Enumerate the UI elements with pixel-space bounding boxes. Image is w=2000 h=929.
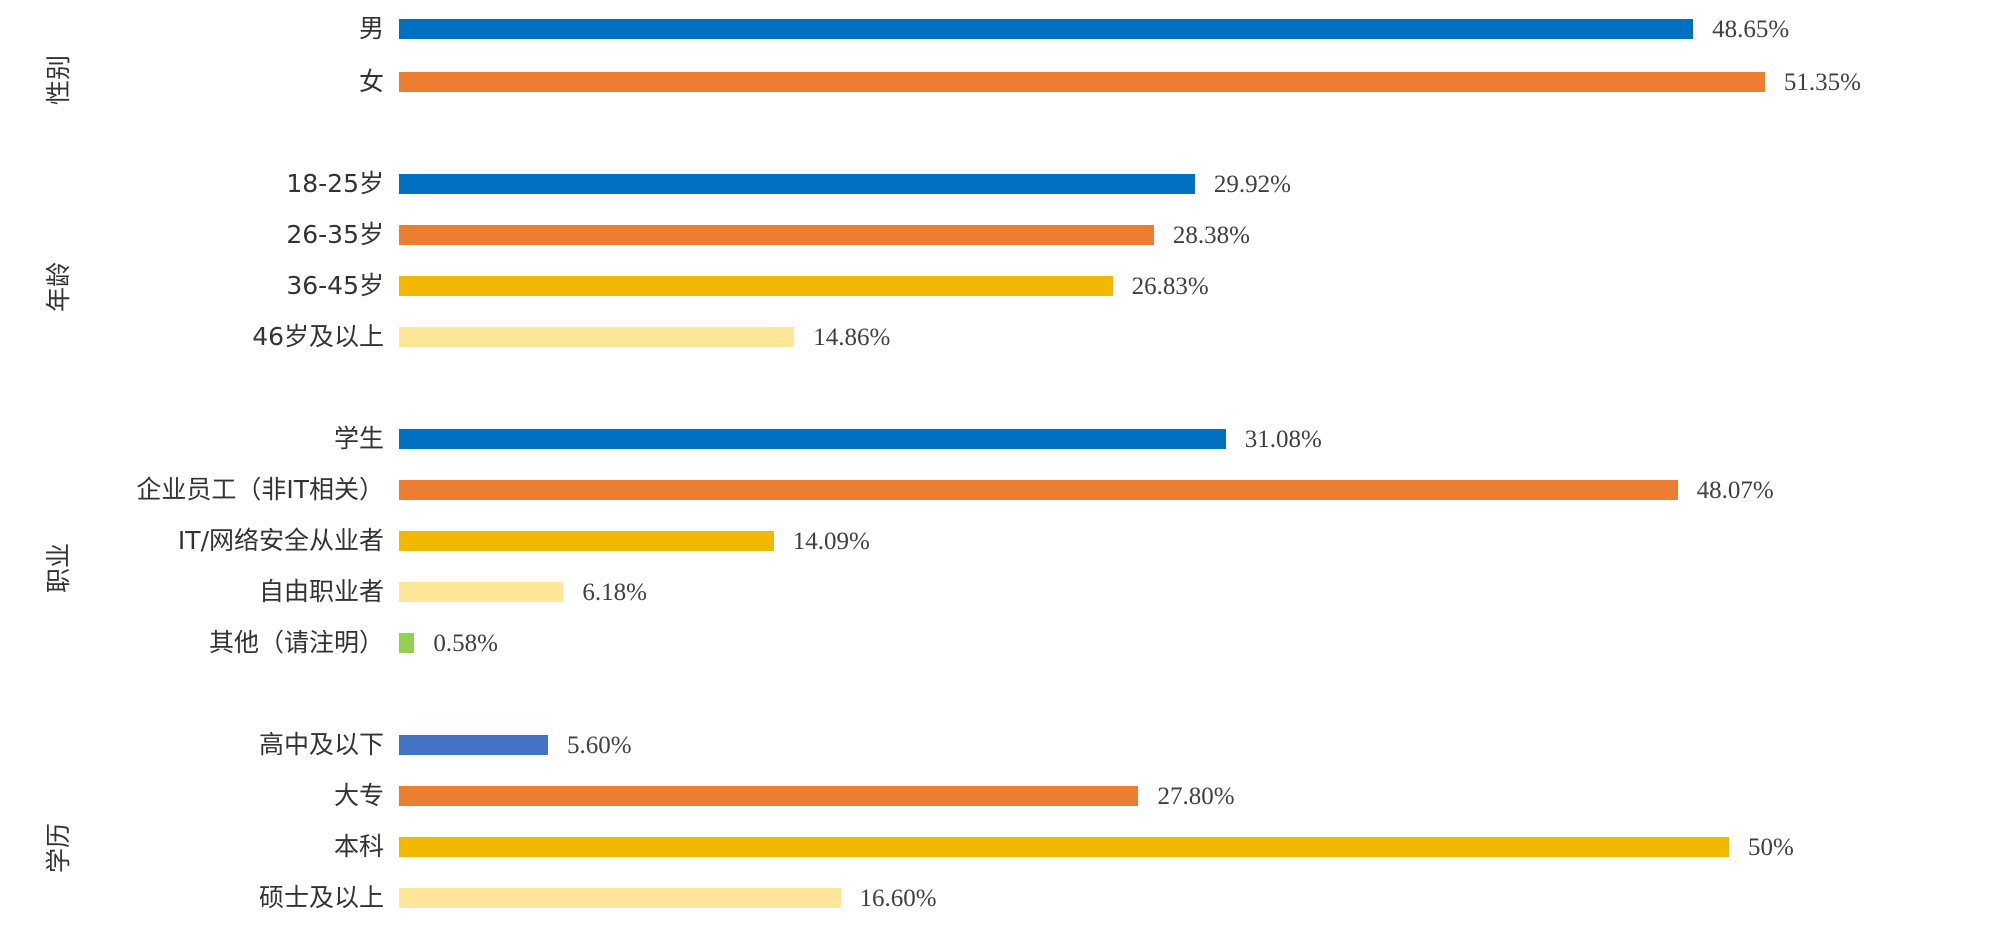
category-label: 女 xyxy=(358,67,384,96)
category-label: 本科 xyxy=(333,832,384,861)
bar xyxy=(399,837,1729,857)
data-label: 5.60% xyxy=(566,732,632,759)
data-label: 14.86% xyxy=(813,324,891,351)
category-label: 男 xyxy=(358,14,384,43)
category-label: 36-45岁 xyxy=(286,271,384,300)
group-label-occupation: 职业 xyxy=(44,542,73,594)
data-label: 0.58% xyxy=(433,630,498,657)
bar xyxy=(399,429,1226,449)
bar xyxy=(399,735,548,755)
bar xyxy=(399,633,415,653)
data-label: 48.65% xyxy=(1712,16,1790,43)
data-label: 14.09% xyxy=(792,528,870,555)
bar xyxy=(399,786,1139,806)
category-label: 自由职业者 xyxy=(258,577,384,606)
data-label: 48.07% xyxy=(1696,477,1774,504)
category-label: IT/网络安全从业者 xyxy=(177,526,384,555)
group-label-age: 年龄 xyxy=(44,261,73,313)
data-label: 16.60% xyxy=(859,885,937,912)
category-label: 学生 xyxy=(333,424,384,453)
bar xyxy=(399,327,795,347)
bar xyxy=(399,72,1765,92)
bar xyxy=(399,531,774,551)
category-label: 其他（请注明） xyxy=(208,628,384,657)
data-label: 29.92% xyxy=(1213,171,1291,198)
data-label: 51.35% xyxy=(1783,69,1861,96)
data-label: 26.83% xyxy=(1131,273,1209,300)
bar xyxy=(399,480,1678,500)
category-label: 硕士及以上 xyxy=(258,883,384,912)
bar xyxy=(399,19,1694,39)
data-label: 6.18% xyxy=(582,579,647,606)
group-label-gender: 性别 xyxy=(44,54,73,106)
category-label: 18-25岁 xyxy=(286,169,384,198)
bar xyxy=(399,582,564,602)
bar xyxy=(399,225,1154,245)
category-label: 大专 xyxy=(333,781,384,810)
data-label: 27.80% xyxy=(1157,783,1235,810)
data-label: 50% xyxy=(1748,834,1794,861)
bar xyxy=(399,174,1195,194)
bar xyxy=(399,888,841,908)
category-label: 26-35岁 xyxy=(286,220,384,249)
category-label: 高中及以下 xyxy=(258,730,384,759)
data-label: 31.08% xyxy=(1244,426,1322,453)
category-label: 企业员工（非IT相关） xyxy=(136,475,384,504)
category-label: 46岁及以上 xyxy=(252,322,384,351)
group-label-education: 学历 xyxy=(44,822,73,874)
data-label: 28.38% xyxy=(1172,222,1250,249)
bar xyxy=(399,276,1113,296)
